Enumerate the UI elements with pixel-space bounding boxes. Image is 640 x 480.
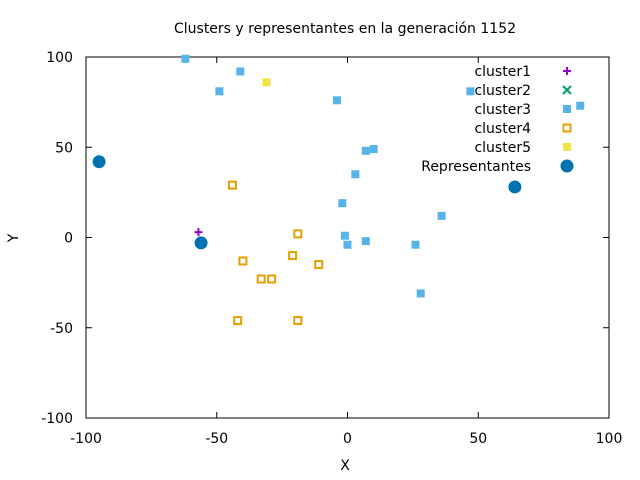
data-point — [238, 256, 248, 266]
data-point — [194, 228, 203, 237]
data-point — [351, 170, 360, 179]
data-point — [233, 316, 243, 326]
data-point — [338, 199, 347, 208]
data-point — [293, 316, 303, 326]
x-tick-label: 0 — [343, 431, 352, 447]
data-point — [256, 274, 266, 284]
series-cluster1 — [194, 228, 203, 237]
data-point — [267, 274, 277, 284]
legend-label: cluster2 — [474, 83, 531, 99]
data-point — [194, 236, 208, 250]
y-tick-label: 100 — [46, 50, 73, 66]
y-tick-label: 0 — [64, 231, 73, 247]
legend-label: Representantes — [421, 159, 531, 175]
x-tick-label: -100 — [70, 431, 102, 447]
data-point — [508, 180, 522, 194]
data-point — [181, 54, 190, 63]
legend-label: cluster3 — [474, 102, 531, 118]
y-axis-label: Y — [6, 233, 22, 243]
legend-marker — [563, 143, 571, 151]
series-cluster5 — [262, 78, 271, 87]
y-tick-label: -50 — [50, 321, 73, 337]
data-point — [361, 146, 370, 155]
data-point — [236, 67, 245, 76]
data-point — [361, 237, 370, 246]
y-tick-label: -100 — [41, 411, 73, 427]
data-point — [411, 240, 420, 249]
data-point — [416, 289, 425, 298]
data-point — [92, 155, 106, 169]
legend-marker — [560, 159, 574, 173]
data-point — [262, 78, 271, 87]
legend-label: cluster4 — [474, 121, 531, 137]
legend-label: cluster5 — [474, 140, 531, 156]
legend-marker — [562, 123, 572, 133]
data-point — [340, 231, 349, 240]
x-tick-label: 50 — [469, 431, 487, 447]
data-point — [215, 87, 224, 96]
legend-label: cluster1 — [474, 64, 531, 80]
x-axis-label: X — [340, 458, 350, 474]
data-point — [437, 211, 446, 220]
x-tick-label: -50 — [205, 431, 228, 447]
legend-marker — [563, 67, 571, 75]
series-cluster3 — [181, 54, 585, 298]
legend-marker — [562, 85, 572, 95]
x-tick-label: 100 — [596, 431, 623, 447]
data-point — [466, 87, 475, 96]
data-point — [293, 229, 303, 239]
data-point — [227, 180, 237, 190]
series-cluster4 — [227, 180, 324, 326]
data-point — [314, 260, 324, 270]
data-point — [288, 251, 298, 261]
data-point — [333, 96, 342, 105]
plot-frame — [85, 56, 610, 419]
data-point — [369, 145, 378, 154]
series-representantes — [92, 155, 522, 250]
data-point — [576, 101, 585, 110]
chart-title: Clusters y representantes en la generaci… — [174, 21, 516, 37]
data-point — [343, 240, 352, 249]
y-tick-label: 50 — [55, 140, 73, 156]
legend: cluster1 cluster2 cluster3 cluster4 cluster5… — [421, 64, 574, 175]
legend-marker — [563, 105, 571, 113]
